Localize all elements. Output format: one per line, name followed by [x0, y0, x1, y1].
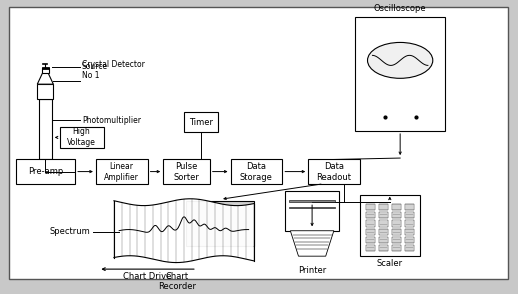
Bar — [405, 212, 414, 218]
Text: Chart
Recorder: Chart Recorder — [158, 272, 196, 291]
Text: Photomultiplier: Photomultiplier — [82, 116, 141, 125]
Bar — [163, 159, 210, 184]
Bar — [60, 127, 104, 148]
Bar — [392, 245, 401, 251]
Bar — [392, 212, 401, 218]
Bar — [366, 245, 375, 251]
Bar — [360, 195, 420, 256]
Polygon shape — [290, 231, 334, 256]
Bar — [379, 229, 388, 235]
Bar — [366, 212, 375, 218]
Bar — [392, 220, 401, 227]
Text: Data
Storage: Data Storage — [240, 161, 273, 182]
Bar — [379, 245, 388, 251]
Bar — [392, 237, 401, 243]
Bar — [37, 84, 53, 99]
Text: Data
Readout: Data Readout — [316, 161, 352, 182]
Bar — [308, 159, 360, 184]
Bar — [39, 99, 52, 159]
Bar — [366, 237, 375, 243]
Text: Source: Source — [82, 62, 108, 71]
Text: Oscilloscope: Oscilloscope — [374, 4, 426, 13]
Text: Printer: Printer — [298, 266, 326, 275]
Bar — [392, 204, 401, 210]
Bar — [285, 191, 339, 231]
Bar — [42, 68, 49, 73]
Bar — [231, 159, 282, 184]
Bar — [366, 220, 375, 227]
Bar — [379, 220, 388, 227]
Bar — [392, 229, 401, 235]
Bar — [355, 17, 445, 131]
Bar — [379, 204, 388, 210]
Bar — [379, 237, 388, 243]
Text: High
Voltage: High Voltage — [67, 127, 96, 148]
Bar — [96, 159, 148, 184]
Bar — [289, 200, 335, 202]
Bar — [289, 207, 335, 208]
Bar — [405, 245, 414, 251]
Bar — [405, 204, 414, 210]
Text: Scaler: Scaler — [377, 259, 403, 268]
Bar — [405, 237, 414, 243]
Text: Timer: Timer — [189, 118, 213, 127]
Bar — [184, 113, 218, 132]
Bar — [16, 159, 75, 184]
Text: Linear
Amplifier: Linear Amplifier — [104, 161, 139, 182]
Bar — [405, 229, 414, 235]
Text: Chart Drive: Chart Drive — [123, 272, 172, 281]
Polygon shape — [37, 73, 53, 84]
Text: Pulse
Sorter: Pulse Sorter — [174, 161, 199, 182]
Text: Spectrum: Spectrum — [50, 227, 91, 236]
Bar — [186, 201, 254, 246]
Bar — [379, 212, 388, 218]
Text: Crystal Detector
No 1: Crystal Detector No 1 — [82, 61, 145, 80]
Bar — [405, 220, 414, 227]
Bar — [366, 204, 375, 210]
Circle shape — [367, 42, 433, 78]
Text: Pre-amp: Pre-amp — [27, 167, 63, 176]
Bar — [366, 229, 375, 235]
